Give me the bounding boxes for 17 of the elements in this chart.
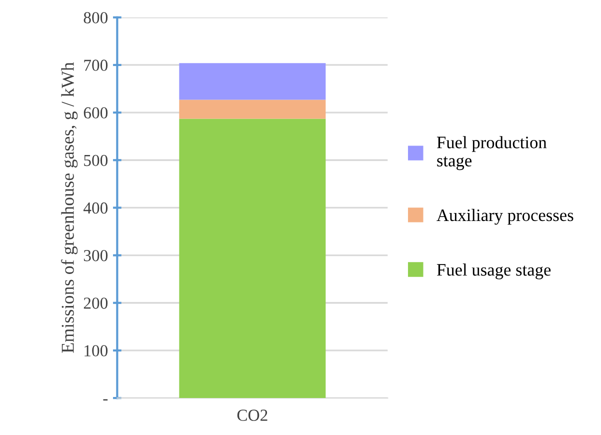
legend-label: Auxiliary processes bbox=[436, 208, 574, 225]
bar bbox=[179, 63, 326, 100]
bar bbox=[179, 100, 326, 119]
y-tick-label: 400 bbox=[83, 202, 108, 214]
y-tick-label: 700 bbox=[84, 60, 108, 71]
y-tick-label: 300 bbox=[84, 250, 108, 262]
legend-label: Fuel usage stage bbox=[436, 264, 551, 280]
bar bbox=[179, 118, 326, 398]
y-tick-label: 500 bbox=[84, 154, 108, 166]
y-axis-title: Emissions of greenhouse gases, g / kWh bbox=[61, 62, 78, 353]
y-tick-label: 800 bbox=[84, 12, 108, 24]
y-tick-label: 600 bbox=[84, 107, 108, 119]
y-tick-label: - bbox=[103, 399, 108, 401]
y-tick-label: 200 bbox=[84, 298, 108, 309]
x-tick-label: CO2 bbox=[237, 410, 268, 421]
legend-label: Fuel production stage bbox=[436, 136, 547, 170]
y-tick-label: 100 bbox=[84, 345, 108, 356]
